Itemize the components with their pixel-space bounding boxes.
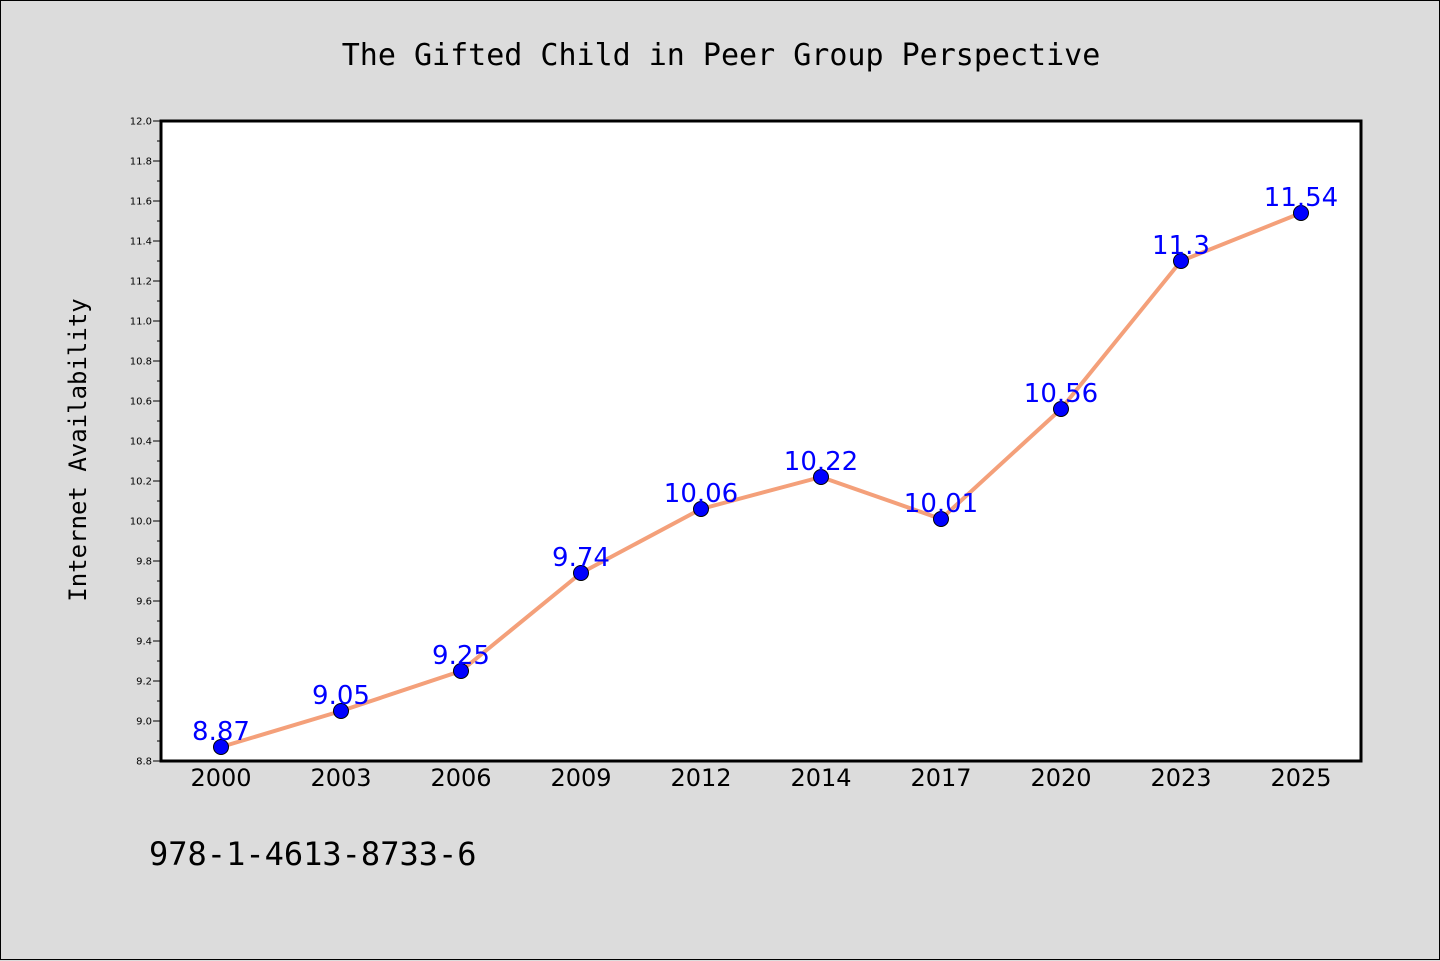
- y-tick-label: 8.8: [136, 757, 152, 768]
- y-tick-label: 11.8: [130, 157, 152, 168]
- y-tick-label: 11.0: [130, 317, 152, 328]
- data-label: 11.54: [1264, 183, 1338, 213]
- data-label: 9.05: [312, 681, 370, 711]
- series-markers-group: [213, 205, 1309, 755]
- data-point: [1293, 205, 1309, 221]
- x-tick-label: 2006: [430, 764, 491, 792]
- data-point: [573, 565, 589, 581]
- data-label: 9.25: [432, 641, 490, 671]
- data-point: [213, 739, 229, 755]
- x-tick-label: 2020: [1030, 764, 1091, 792]
- x-tick-label: 2025: [1270, 764, 1331, 792]
- y-tick-label: 9.4: [136, 637, 152, 648]
- data-label: 10.56: [1024, 379, 1098, 409]
- y-axis-label: Internet Availability: [64, 298, 92, 601]
- x-tick-label: 2003: [310, 764, 371, 792]
- plot-area: [159, 119, 1363, 763]
- data-point: [1053, 401, 1069, 417]
- data-point: [333, 703, 349, 719]
- y-tick-label: 9.0: [136, 717, 152, 728]
- y-tick-label: 12.0: [130, 117, 152, 128]
- y-tick-label: 9.2: [136, 677, 152, 688]
- series-line: [219, 211, 1303, 749]
- y-tick-label: 11.2: [130, 277, 152, 288]
- y-axis-ticks: 8.8 9.0 9.2 9.4 9.6 9.8 10.0 10.2 10.4 10.6 10.8 11…: [130, 117, 161, 768]
- y-tick-label: 10.2: [130, 477, 152, 488]
- y-tick-label: 9.6: [136, 597, 152, 608]
- data-label: 10.06: [664, 479, 738, 509]
- y-tick-label: 9.8: [136, 557, 152, 568]
- data-label: 8.87: [192, 717, 250, 747]
- x-tick-label: 2017: [910, 764, 971, 792]
- y-tick-label: 10.8: [130, 357, 152, 368]
- data-label: 9.74: [552, 543, 610, 573]
- data-point: [933, 511, 949, 527]
- x-axis-ticks: 2000 2003 2006 2009 2012 2014 2017 2020 2023 2025: [190, 764, 1331, 792]
- data-point: [813, 469, 829, 485]
- x-tick-label: 2014: [790, 764, 851, 792]
- y-tick-label: 11.6: [130, 197, 152, 208]
- x-tick-label: 2009: [550, 764, 611, 792]
- data-label: 11.3: [1152, 231, 1210, 261]
- series-line-group: [219, 211, 1303, 749]
- x-tick-label: 2000: [190, 764, 251, 792]
- data-labels-group: 8.87 9.05 9.25 9.74 10.06 10.22 10.01 10.56 11.3…: [192, 183, 1338, 747]
- data-label: 10.22: [784, 447, 858, 477]
- x-tick-label: 2012: [670, 764, 731, 792]
- isbn-text: 978-1-4613-8733-6: [149, 835, 477, 873]
- data-point: [693, 501, 709, 517]
- data-point: [1173, 253, 1189, 269]
- chart-title: The Gifted Child in Peer Group Perspecti…: [342, 38, 1101, 73]
- x-tick-label: 2023: [1150, 764, 1211, 792]
- y-tick-label: 10.0: [130, 517, 152, 528]
- data-label: 10.01: [904, 489, 978, 519]
- y-tick-label: 10.4: [130, 437, 152, 448]
- data-point: [453, 663, 469, 679]
- y-tick-label: 11.4: [130, 237, 152, 248]
- y-tick-label: 10.6: [130, 397, 152, 408]
